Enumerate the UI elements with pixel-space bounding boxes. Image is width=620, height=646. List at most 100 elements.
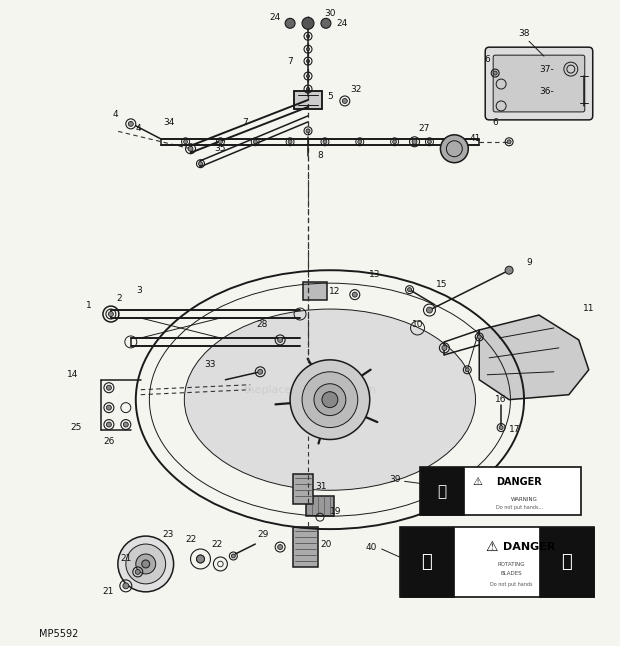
Text: 34: 34 — [163, 118, 174, 127]
Circle shape — [407, 287, 412, 291]
FancyBboxPatch shape — [539, 527, 594, 597]
Circle shape — [108, 311, 113, 317]
Text: 🏃: 🏃 — [562, 553, 572, 571]
Text: 6: 6 — [484, 55, 490, 64]
Text: 19: 19 — [330, 506, 342, 516]
Circle shape — [358, 140, 361, 144]
Circle shape — [392, 140, 397, 144]
Text: 39: 39 — [389, 475, 401, 484]
Circle shape — [197, 555, 205, 563]
Circle shape — [465, 368, 469, 372]
Text: 40: 40 — [366, 543, 378, 552]
Text: 41: 41 — [469, 134, 481, 143]
Text: 21: 21 — [120, 554, 131, 563]
Text: 1: 1 — [86, 300, 92, 309]
Text: ⚠: ⚠ — [472, 477, 482, 487]
FancyBboxPatch shape — [420, 467, 581, 515]
Circle shape — [477, 335, 481, 339]
Text: 16: 16 — [495, 395, 507, 404]
Text: 8: 8 — [317, 151, 323, 160]
Circle shape — [218, 140, 223, 144]
Circle shape — [288, 140, 292, 144]
Text: 38: 38 — [518, 29, 529, 37]
Text: Do not put hands: Do not put hands — [490, 583, 533, 587]
Text: 22: 22 — [185, 535, 196, 543]
Circle shape — [302, 372, 358, 428]
Text: DANGER: DANGER — [496, 477, 542, 487]
Circle shape — [306, 129, 310, 133]
Text: 21: 21 — [102, 587, 113, 596]
Text: 24: 24 — [336, 19, 347, 28]
Text: 32: 32 — [350, 85, 361, 94]
Circle shape — [126, 544, 166, 584]
FancyBboxPatch shape — [293, 527, 318, 567]
Text: 26: 26 — [103, 437, 115, 446]
Text: MP5592: MP5592 — [39, 629, 79, 639]
Text: 3: 3 — [136, 286, 141, 295]
Circle shape — [302, 17, 314, 29]
Text: 🔧: 🔧 — [421, 553, 432, 571]
Circle shape — [342, 98, 347, 103]
Text: DANGER: DANGER — [503, 542, 555, 552]
Circle shape — [278, 337, 283, 342]
Text: 7: 7 — [242, 118, 248, 127]
Text: 12: 12 — [329, 287, 340, 296]
Circle shape — [321, 18, 331, 28]
Text: 13: 13 — [369, 270, 381, 279]
Circle shape — [505, 266, 513, 274]
Text: 7: 7 — [287, 57, 293, 66]
Circle shape — [231, 554, 236, 558]
Circle shape — [322, 391, 338, 408]
FancyBboxPatch shape — [306, 496, 334, 516]
Text: 25: 25 — [70, 423, 82, 432]
Text: Do not put hands...: Do not put hands... — [495, 505, 542, 510]
Circle shape — [493, 71, 497, 75]
Text: 36-: 36- — [539, 87, 554, 96]
Circle shape — [107, 422, 112, 427]
FancyBboxPatch shape — [493, 55, 585, 112]
Text: 30: 30 — [324, 9, 335, 18]
Circle shape — [427, 140, 432, 144]
Text: 11: 11 — [583, 304, 595, 313]
Circle shape — [499, 426, 503, 430]
Text: 35: 35 — [215, 144, 226, 153]
Circle shape — [290, 360, 370, 439]
Text: 33: 33 — [205, 360, 216, 370]
Text: 9: 9 — [526, 258, 532, 267]
Text: WARNING: WARNING — [511, 497, 538, 502]
FancyBboxPatch shape — [400, 527, 594, 597]
FancyBboxPatch shape — [303, 282, 327, 300]
Circle shape — [442, 346, 447, 350]
Text: 14: 14 — [68, 370, 79, 379]
Text: 2: 2 — [116, 294, 122, 302]
Circle shape — [278, 545, 283, 550]
Text: 37-: 37- — [539, 65, 554, 74]
Text: 29: 29 — [257, 530, 269, 539]
Text: 4: 4 — [136, 124, 141, 133]
Text: 28: 28 — [257, 320, 268, 329]
Text: 22: 22 — [212, 539, 223, 548]
Text: 23: 23 — [162, 530, 174, 539]
FancyBboxPatch shape — [485, 47, 593, 120]
Text: 27: 27 — [418, 124, 430, 133]
Circle shape — [123, 422, 128, 427]
Circle shape — [142, 560, 149, 568]
Circle shape — [258, 370, 263, 374]
Text: ✋: ✋ — [437, 484, 446, 499]
FancyBboxPatch shape — [400, 527, 454, 597]
Circle shape — [253, 140, 257, 144]
Circle shape — [285, 18, 295, 28]
Text: 5: 5 — [327, 92, 333, 101]
Text: 24: 24 — [270, 13, 281, 22]
Circle shape — [314, 384, 346, 415]
Circle shape — [128, 121, 133, 127]
Ellipse shape — [184, 309, 476, 490]
Circle shape — [135, 569, 140, 574]
Text: 34: 34 — [441, 138, 452, 147]
Circle shape — [412, 140, 417, 144]
Circle shape — [507, 140, 511, 144]
Text: 4: 4 — [113, 110, 118, 120]
Text: ⚠: ⚠ — [485, 540, 497, 554]
Text: 17: 17 — [509, 425, 521, 434]
Circle shape — [188, 146, 193, 151]
